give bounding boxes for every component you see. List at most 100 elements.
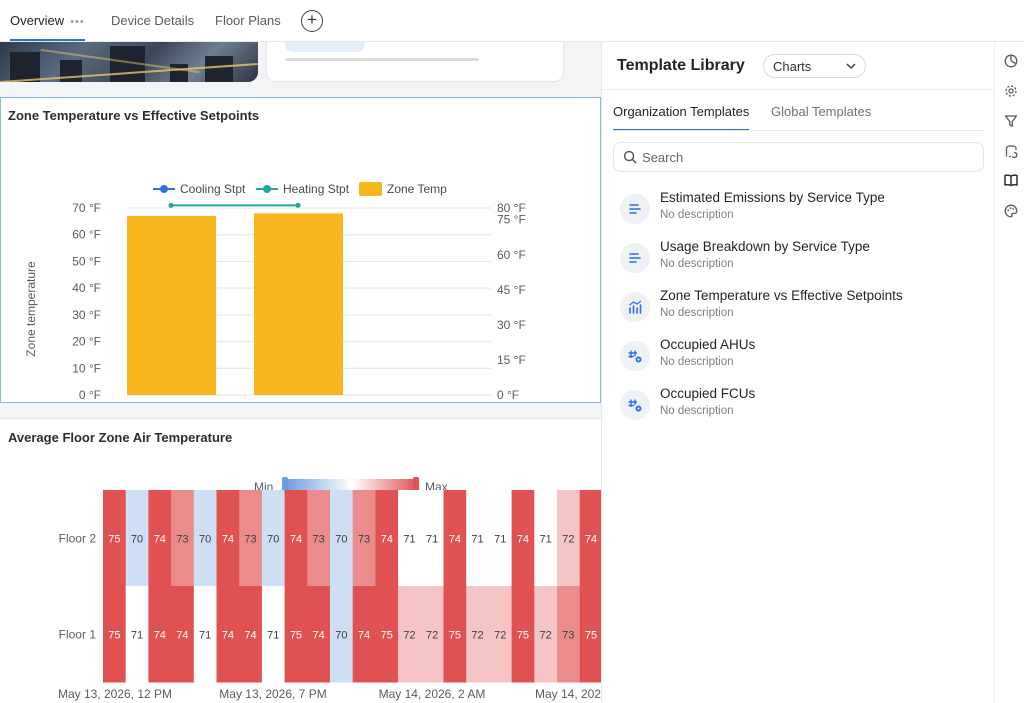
- chart-refresh-icon[interactable]: [1004, 144, 1018, 158]
- heatmap-cell: [216, 586, 240, 683]
- heatmap-cell-value: 71: [426, 533, 438, 545]
- tab-organization-templates[interactable]: Organization Templates: [613, 104, 750, 131]
- active-tab-indicator: [10, 39, 85, 41]
- bar-chart-icon: [620, 292, 650, 322]
- heatmap-cell: [557, 490, 580, 587]
- heatmap-cell-value: 75: [108, 533, 120, 545]
- palette-icon[interactable]: [1004, 204, 1018, 218]
- pie-chart-icon[interactable]: [1004, 54, 1018, 68]
- filter-icon[interactable]: [1004, 114, 1018, 128]
- heatmap-cell: [511, 586, 535, 683]
- heatmap-cell: [261, 586, 285, 683]
- list-lines-icon: [620, 243, 650, 273]
- heatmap-cell-value: 73: [176, 533, 188, 545]
- dashboard-canvas: Zone Temperature vs Effective Setpoints …: [0, 42, 601, 703]
- heatmap-cell-value: 72: [494, 629, 506, 641]
- template-item[interactable]: Usage Breakdown by Service Type No descr…: [620, 239, 980, 281]
- heatmap-cell-value: 72: [562, 533, 574, 545]
- y2-tick-label: 30 °F: [497, 318, 526, 332]
- heatmap-cell: [579, 586, 601, 683]
- chevron-down-icon: [846, 63, 856, 70]
- heatmap-cell: [488, 586, 512, 683]
- template-item[interactable]: Zone Temperature vs Effective Setpoints …: [620, 288, 980, 330]
- summary-pill: [285, 42, 365, 52]
- heatmap-cell-value: 73: [358, 533, 370, 545]
- heatmap-x-tick-label: May 13, 2026, 7 PM: [219, 687, 326, 701]
- tab-device-details[interactable]: Device Details: [111, 13, 195, 28]
- heatmap-cell: [443, 586, 467, 683]
- heatmap-cell: [193, 490, 217, 587]
- floor-air-temperature-card[interactable]: Average Floor Zone Air Temperature Min Ma…: [0, 418, 601, 703]
- summary-card: [266, 42, 564, 82]
- tab-overview-label: Overview: [10, 13, 65, 28]
- heatmap-cell-value: 71: [199, 629, 211, 641]
- heatmap-cell-value: 71: [540, 533, 552, 545]
- y-tick-label: 0 °F: [79, 388, 101, 402]
- right-tool-rail: [994, 42, 1024, 703]
- search-icon: [623, 150, 637, 164]
- floor-air-temperature-heatmap: MinMax68.0074.00Floor 275707473707473707…: [58, 477, 601, 701]
- tab-global-templates[interactable]: Global Templates: [771, 104, 872, 119]
- gear-icon[interactable]: [1004, 84, 1018, 98]
- template-name: Occupied FCUs: [660, 386, 756, 401]
- heatmap-cell: [511, 490, 535, 587]
- chart-legend: Cooling Stpt Heating Stpt Zone Temp: [153, 182, 447, 196]
- heatmap-cell: [534, 586, 558, 683]
- building-photo: [0, 42, 258, 82]
- heatmap-cell: [103, 586, 126, 683]
- heatmap-cell-value: 71: [267, 629, 279, 641]
- heatmap-cell-value: 73: [562, 629, 574, 641]
- template-item[interactable]: Estimated Emissions by Service Type No d…: [620, 190, 980, 232]
- legend-zone-temp-swatch: [359, 182, 382, 196]
- tab-floor-plans[interactable]: Floor Plans: [215, 13, 281, 28]
- heatmap-cell-value: 73: [244, 533, 256, 545]
- heatmap-cell: [488, 490, 512, 587]
- heatmap-cell-value: 75: [517, 629, 529, 641]
- legend-zone-temp-label: Zone Temp: [387, 182, 447, 196]
- heatmap-cell-value: 70: [335, 533, 347, 545]
- tab-overview[interactable]: Overview •••: [10, 13, 85, 41]
- template-item[interactable]: Occupied FCUs No description: [620, 386, 980, 428]
- zone-temperature-chart: Cooling Stpt Heating Stpt Zone Temp 0 °F 10 …: [24, 182, 526, 402]
- heatmap-cell-value: 74: [222, 629, 234, 641]
- heatmap-cell: [239, 490, 263, 587]
- y2-tick-label: 60 °F: [497, 248, 526, 262]
- template-name: Usage Breakdown by Service Type: [660, 239, 870, 254]
- heatmap-cell-value: 74: [517, 533, 529, 545]
- template-search[interactable]: [613, 142, 984, 172]
- heatmap-cell: [307, 586, 331, 683]
- y2-tick-label: 45 °F: [497, 283, 526, 297]
- y-tick-label: 40 °F: [72, 281, 101, 295]
- heatmap-cell-value: 74: [154, 533, 166, 545]
- y2-tick-label: 80 °F: [497, 201, 526, 215]
- heatmap-cell-value: 71: [403, 533, 415, 545]
- category-select-value: Charts: [773, 59, 812, 74]
- heatmap-cell: [103, 490, 126, 587]
- heatmap-cell-value: 71: [494, 533, 506, 545]
- book-icon[interactable]: [1004, 173, 1018, 187]
- search-input[interactable]: [642, 148, 972, 166]
- heatmap-cell-value: 70: [131, 533, 143, 545]
- heatmap-cell-value: 74: [222, 533, 234, 545]
- heatmap-cell: [420, 586, 444, 683]
- legend-cooling-marker: [160, 185, 168, 193]
- category-select[interactable]: Charts: [763, 54, 866, 78]
- heatmap-cell: [579, 490, 601, 587]
- template-description: No description: [660, 209, 734, 221]
- heatmap-row-label: Floor 2: [59, 531, 97, 545]
- library-tab-divider: [613, 130, 984, 131]
- heatmap-cell-value: 75: [381, 629, 393, 641]
- template-item[interactable]: Occupied AHUs No description: [620, 337, 980, 379]
- point-heating-stpt: [295, 202, 301, 208]
- heatmap-cell: [375, 490, 399, 587]
- template-library-panel: Template Library Charts Organization Tem…: [601, 42, 995, 703]
- y2-tick-label: 75 °F: [497, 213, 526, 227]
- heatmap-cell: [330, 586, 353, 683]
- tab-organization-templates-label: Organization Templates: [613, 104, 750, 119]
- zone-temperature-chart-card[interactable]: Zone Temperature vs Effective Setpoints …: [0, 97, 601, 403]
- heatmap-cell: [148, 490, 172, 587]
- add-tab-button[interactable]: +: [301, 10, 323, 32]
- heatmap-cell-value: 75: [585, 629, 597, 641]
- tab-more-icon[interactable]: •••: [70, 16, 85, 28]
- y-tick-label: 60 °F: [72, 228, 101, 242]
